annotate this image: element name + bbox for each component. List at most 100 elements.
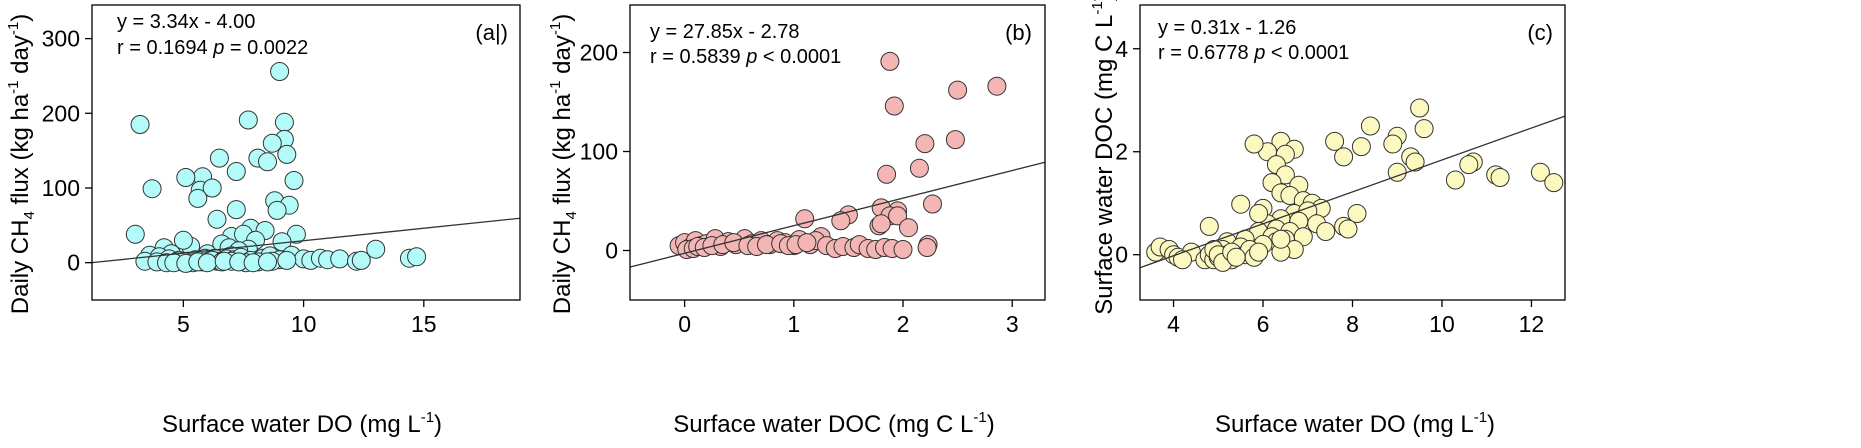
x-tick-label-c: 8 <box>1346 311 1359 337</box>
x-axis-label-c: Surface water DO (mg L-1) <box>1215 409 1495 438</box>
y-tick-label-a: 300 <box>42 26 80 52</box>
equation-c: y = 0.31x - 1.26 <box>1158 17 1296 39</box>
panel-label-a: (a|) <box>475 20 508 45</box>
data-point-a <box>202 178 222 198</box>
y-tick-label-c: 0 <box>1115 242 1128 268</box>
x-axis-label-b-sup: -1 <box>973 409 986 426</box>
x-tick-label-b: 1 <box>787 311 800 337</box>
data-point-a <box>258 252 277 272</box>
tick-labels-c: 4 6 8 10 12 0 2 4 <box>1115 36 1544 337</box>
data-point-c <box>1244 134 1264 154</box>
r-stat-b: r = 0.5839 p < 0.0001 <box>650 46 841 68</box>
data-point-a <box>176 168 196 187</box>
y-axis-label-b-p2: flux (kg ha <box>549 93 576 211</box>
data-point-a <box>267 200 287 220</box>
r-value-a: r = 0.1694 <box>117 37 213 59</box>
data-point-a <box>366 239 386 259</box>
data-point-c <box>1405 152 1425 172</box>
data-point-b <box>797 233 817 253</box>
y-axis-label-b-p1: Daily CH <box>549 220 576 315</box>
x-axis-label-b-tail: ) <box>987 411 995 438</box>
y-tick-label-b: 0 <box>605 238 618 264</box>
y-axis-label-c-sup: -1 <box>1089 1 1106 14</box>
y-axis-label-a-p2: flux (kg ha <box>7 93 34 211</box>
x-tick-label-c: 12 <box>1519 311 1545 337</box>
x-axis-label-c-tail: ) <box>1487 411 1495 438</box>
data-point-b <box>923 194 942 214</box>
data-point-b <box>880 51 900 71</box>
x-axis-label-c-main: Surface water DO (mg L <box>1215 411 1474 438</box>
data-point-b <box>888 206 908 226</box>
data-point-c <box>1226 247 1246 267</box>
y-axis-label-a-sub: 4 <box>21 211 38 219</box>
data-point-a <box>277 250 297 270</box>
fit-line-c <box>1139 115 1566 269</box>
x-axis-label-b: Surface water DOC (mg C L-1) <box>673 409 994 438</box>
y-axis-label-b-sub: 4 <box>563 211 580 219</box>
y-axis-label-a-sup1: -1 <box>5 80 22 93</box>
y-axis-label-a-p1: Daily CH <box>7 220 34 315</box>
y-axis-label-b-p3: day <box>549 35 576 80</box>
data-point-c <box>1445 170 1465 190</box>
x-axis-label-c-sup: -1 <box>1474 409 1487 426</box>
tick-labels-b: 0 1 2 3 0 100 200 <box>580 40 1019 337</box>
tick-marks-c <box>1133 48 1533 307</box>
data-point-c <box>1351 137 1371 157</box>
y-tick-label-b: 100 <box>580 139 618 165</box>
x-tick-label-c: 6 <box>1257 311 1270 337</box>
y-axis-label-a: Daily CH4 flux (kg ha-1 day-1) <box>5 14 38 314</box>
equation-a: y = 3.34x - 4.00 <box>117 11 255 33</box>
data-point-c <box>1316 222 1336 241</box>
data-point-c <box>1338 219 1358 239</box>
data-point-a <box>274 112 294 132</box>
scatter-points-a <box>125 62 427 273</box>
panel-label-c: (c) <box>1527 20 1553 45</box>
data-point-a <box>270 62 290 81</box>
p-value-c: < 0.0001 <box>1265 42 1349 64</box>
x-tick-label-c: 4 <box>1167 311 1180 337</box>
x-tick-label-a: 15 <box>411 311 437 337</box>
plot-frame-a <box>91 4 521 301</box>
data-point-c <box>1199 216 1219 236</box>
x-tick-label-a: 10 <box>291 311 317 337</box>
p-symbol-a: p <box>212 37 224 59</box>
equation-b: y = 27.85x - 2.78 <box>650 21 800 43</box>
panel-a: 5 10 15 0 100 200 300 y = 3.34x - 4.00 r = 0.1… <box>5 4 521 438</box>
scatter-points-c <box>1146 98 1564 272</box>
panel-c: 4 6 8 10 12 0 2 4 y = 0.31x - 1.26 r = 0.6778 p… <box>1089 0 1566 438</box>
plot-frame-b <box>629 4 1046 301</box>
x-axis-label-a-sup: -1 <box>421 409 434 426</box>
data-point-c <box>1544 173 1564 193</box>
x-tick-label-b: 0 <box>678 311 691 337</box>
y-axis-label-b-p4: ) <box>549 14 576 22</box>
y-tick-label-a: 100 <box>42 175 80 201</box>
data-point-c <box>1459 155 1479 175</box>
data-point-a <box>330 249 350 269</box>
tick-marks-b <box>623 51 1013 307</box>
y-axis-label-b-sup1: -1 <box>547 80 564 93</box>
y-axis-label-c: Surface water DOC (mg C L-1) <box>1089 0 1118 315</box>
y-tick-label-c: 4 <box>1115 36 1128 62</box>
x-tick-label-b: 2 <box>897 311 910 337</box>
data-point-a <box>351 250 371 270</box>
y-axis-label-c-main: Surface water DOC (mg C L <box>1091 15 1118 315</box>
y-axis-label-a-sup2: -1 <box>5 22 22 35</box>
p-value-a: = 0.0022 <box>224 37 308 59</box>
data-point-b <box>909 158 929 178</box>
data-point-a <box>262 133 282 153</box>
data-point-c <box>1249 242 1269 262</box>
x-axis-label-a: Surface water DO (mg L-1) <box>162 409 442 438</box>
data-point-c <box>1383 134 1403 154</box>
y-axis-label-a-p3: day <box>7 35 34 80</box>
data-point-b <box>877 164 897 184</box>
y-tick-label-b: 200 <box>580 40 618 66</box>
tick-marks-a <box>85 37 425 307</box>
y-axis-label-b: Daily CH4 flux (kg ha-1 day-1) <box>547 14 580 314</box>
data-point-b <box>871 214 891 234</box>
data-point-b <box>899 218 918 238</box>
data-point-a <box>188 188 208 208</box>
x-axis-label-b-main: Surface water DOC (mg C L <box>673 411 973 438</box>
y-axis-label-a-p4: ) <box>7 14 34 22</box>
data-point-b <box>884 96 904 116</box>
